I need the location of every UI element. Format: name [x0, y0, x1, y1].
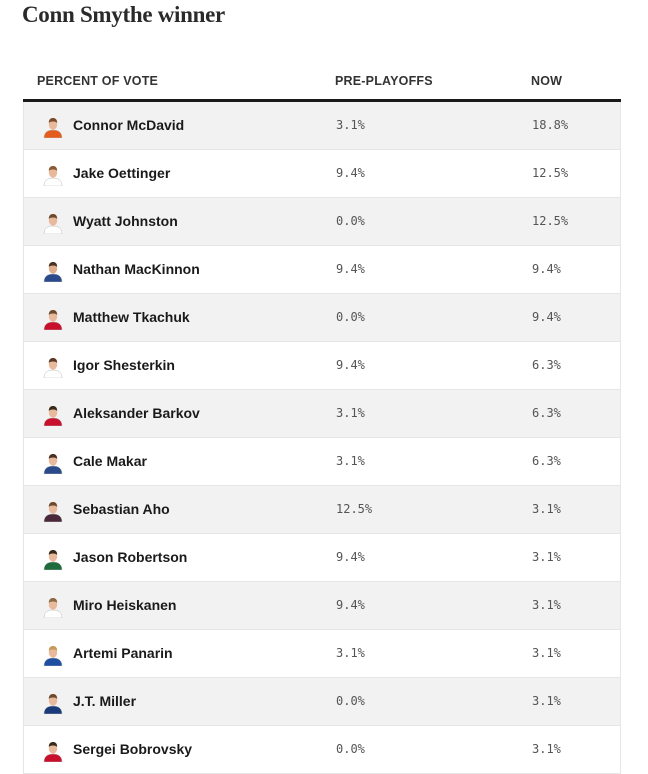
player-name: Wyatt Johnston: [73, 213, 178, 229]
player-name: Cale Makar: [73, 453, 147, 469]
player-headshot-icon: [42, 596, 64, 618]
player-headshot-icon: [42, 356, 64, 378]
table-row: Sergei Bobrovsky 0.0% 3.1%: [23, 726, 621, 774]
player-name: Matthew Tkachuk: [73, 309, 190, 325]
player-name: J.T. Miller: [73, 693, 137, 709]
player-headshot-icon: [42, 740, 64, 762]
now-value: 12.5%: [532, 214, 569, 228]
player-name: Connor McDavid: [73, 117, 185, 133]
now-value: 6.3%: [532, 454, 561, 468]
player-headshot-icon: [42, 212, 64, 234]
player-headshot-icon: [42, 644, 64, 666]
table-row: Sebastian Aho 12.5% 3.1%: [23, 486, 621, 534]
player-headshot-icon: [42, 692, 64, 714]
header-pre-playoffs: PRE-PLAYOFFS: [335, 74, 433, 88]
now-value: 3.1%: [532, 646, 561, 660]
player-headshot-icon: [42, 116, 64, 138]
table-row: Jason Robertson 9.4% 3.1%: [23, 534, 621, 582]
table-row: Matthew Tkachuk 0.0% 9.4%: [23, 294, 621, 342]
pre-playoffs-value: 0.0%: [336, 214, 365, 228]
player-name: Aleksander Barkov: [73, 405, 200, 421]
table-row: Aleksander Barkov 3.1% 6.3%: [23, 390, 621, 438]
player-headshot-icon: [42, 548, 64, 570]
table-row: Nathan MacKinnon 9.4% 9.4%: [23, 246, 621, 294]
now-value: 9.4%: [532, 310, 561, 324]
pre-playoffs-value: 9.4%: [336, 166, 365, 180]
player-name: Igor Shesterkin: [73, 357, 175, 373]
player-headshot-icon: [42, 164, 64, 186]
player-name: Nathan MacKinnon: [73, 261, 200, 277]
now-value: 6.3%: [532, 406, 561, 420]
now-value: 3.1%: [532, 694, 561, 708]
table-body: Connor McDavid 3.1% 18.8% Jake Oettinger 9.4…: [23, 102, 621, 774]
pre-playoffs-value: 9.4%: [336, 262, 365, 276]
player-name: Jake Oettinger: [73, 165, 171, 181]
player-headshot-icon: [42, 308, 64, 330]
table-row: Connor McDavid 3.1% 18.8%: [23, 102, 621, 150]
table-row: Jake Oettinger 9.4% 12.5%: [23, 150, 621, 198]
player-name: Jason Robertson: [73, 549, 188, 565]
pre-playoffs-value: 9.4%: [336, 358, 365, 372]
player-headshot-icon: [42, 260, 64, 282]
table-row: Igor Shesterkin 9.4% 6.3%: [23, 342, 621, 390]
pre-playoffs-value: 9.4%: [336, 598, 365, 612]
now-value: 12.5%: [532, 166, 569, 180]
table-row: J.T. Miller 0.0% 3.1%: [23, 678, 621, 726]
header-percent-of-vote: PERCENT OF VOTE: [37, 74, 159, 88]
header-now: NOW: [531, 74, 563, 88]
pre-playoffs-value: 3.1%: [336, 118, 365, 132]
now-value: 3.1%: [532, 502, 561, 516]
pre-playoffs-value: 3.1%: [336, 454, 365, 468]
pre-playoffs-value: 3.1%: [336, 646, 365, 660]
player-headshot-icon: [42, 404, 64, 426]
table-header: PERCENT OF VOTE PRE-PLAYOFFS NOW: [23, 56, 621, 102]
player-headshot-icon: [42, 500, 64, 522]
page-title: Conn Smythe winner: [22, 2, 225, 27]
table-row: Cale Makar 3.1% 6.3%: [23, 438, 621, 486]
pre-playoffs-value: 12.5%: [336, 502, 373, 516]
now-value: 6.3%: [532, 358, 561, 372]
player-name: Artemi Panarin: [73, 645, 173, 661]
player-name: Sebastian Aho: [73, 501, 170, 517]
now-value: 3.1%: [532, 550, 561, 564]
now-value: 18.8%: [532, 118, 569, 132]
vote-table: PERCENT OF VOTE PRE-PLAYOFFS NOW Connor …: [23, 56, 621, 774]
player-headshot-icon: [42, 452, 64, 474]
now-value: 9.4%: [532, 262, 561, 276]
table-row: Miro Heiskanen 9.4% 3.1%: [23, 582, 621, 630]
pre-playoffs-value: 9.4%: [336, 550, 365, 564]
pre-playoffs-value: 0.0%: [336, 310, 365, 324]
player-name: Miro Heiskanen: [73, 597, 177, 613]
table-row: Wyatt Johnston 0.0% 12.5%: [23, 198, 621, 246]
pre-playoffs-value: 0.0%: [336, 694, 365, 708]
table-row: Artemi Panarin 3.1% 3.1%: [23, 630, 621, 678]
pre-playoffs-value: 3.1%: [336, 406, 365, 420]
now-value: 3.1%: [532, 598, 561, 612]
